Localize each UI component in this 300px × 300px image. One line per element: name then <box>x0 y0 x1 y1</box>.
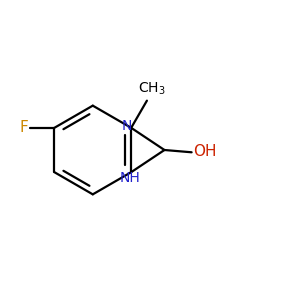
Text: F: F <box>20 120 28 135</box>
Text: NH: NH <box>119 172 140 185</box>
Text: CH$_3$: CH$_3$ <box>138 81 166 97</box>
Text: OH: OH <box>193 144 217 159</box>
Text: N: N <box>122 118 132 133</box>
